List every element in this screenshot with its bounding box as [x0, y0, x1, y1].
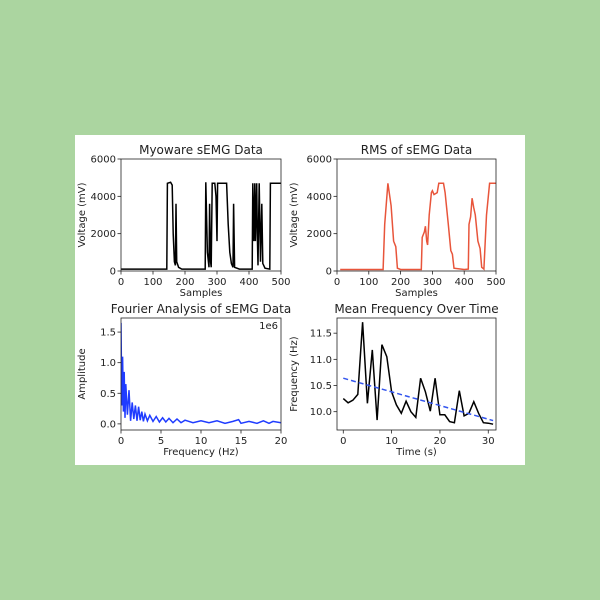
y-axis-label: Voltage (mV) — [289, 182, 300, 247]
x-tick-label: 0 — [334, 277, 340, 288]
chart-canvas: 0 100 200 300 400 5000200040006000SamplesVolt… — [77, 143, 506, 458]
subplot-3: 0 5 10 15 20 0.0 0.5 1.0 1.5 Frequency (Hz) Amplit… — [77, 302, 291, 458]
series-line — [121, 322, 281, 425]
y-tick-label: 0.0 — [100, 419, 116, 430]
y-axis-label: Voltage (mV) — [77, 182, 88, 247]
offset-label: 1e6 — [259, 321, 278, 332]
series-line — [121, 181, 281, 271]
y-tick-label: 2000 — [307, 229, 332, 240]
subplot-2: 0 100 200 300 400 500 0 2000 4000 6000 Samples Volt… — [289, 143, 506, 299]
chart-title: Fourier Analysis of sEMG Data — [111, 302, 291, 316]
x-tick-label: 300 — [423, 277, 442, 288]
y-tick-label: 10.5 — [310, 381, 332, 392]
x-tick-label: 400 — [455, 277, 474, 288]
x-axis-label: Samples — [180, 288, 223, 299]
x-tick-label: 0 — [118, 436, 124, 447]
y-axis-label: Frequency (Hz) — [289, 336, 300, 412]
x-tick-label: 0 — [118, 277, 124, 288]
y-tick-label: 4000 — [91, 192, 116, 203]
x-tick-label: 30 — [482, 436, 495, 447]
y-tick-label: 0 — [110, 267, 116, 278]
axes-frame — [120, 158, 282, 272]
chart-title: RMS of sEMG Data — [361, 143, 472, 157]
x-tick-label: 15 — [235, 436, 248, 447]
x-tick-label: 100 — [143, 277, 162, 288]
series-line — [342, 322, 494, 425]
x-tick-label: 20 — [275, 436, 288, 447]
y-tick-label: 0 — [326, 267, 332, 278]
y-tick-label: 2000 — [91, 229, 116, 240]
y-tick-label: 4000 — [307, 192, 332, 203]
trend-line — [343, 377, 494, 422]
y-tick-label: 6000 — [307, 155, 332, 166]
x-tick-label: 5 — [158, 436, 164, 447]
x-tick-label: 500 — [271, 277, 290, 288]
y-tick-label: 6000 — [91, 155, 116, 166]
axes-frame — [336, 317, 497, 431]
x-tick-label: 10 — [385, 436, 398, 447]
x-tick-label: 500 — [486, 277, 505, 288]
subplot-4: 0 10 20 30 10.0 10.5 11.0 11.5 Time (s) Frequency… — [289, 302, 499, 458]
y-tick-label: 10.0 — [310, 407, 332, 418]
x-tick-label: 200 — [391, 277, 410, 288]
x-tick-label: 20 — [434, 436, 447, 447]
x-tick-label: 0 — [340, 436, 346, 447]
x-tick-label: 300 — [207, 277, 226, 288]
x-tick-label: 400 — [239, 277, 258, 288]
figure: 0 100 200 300 400 500 0 2000 4000 6000 Samples Volt… — [75, 135, 525, 465]
x-tick-label: 100 — [359, 277, 378, 288]
chart-title: Myoware sEMG Data — [139, 143, 263, 157]
x-tick-label: 10 — [195, 436, 208, 447]
axes-frame — [336, 158, 497, 272]
y-tick-label: 0.5 — [100, 389, 116, 400]
x-axis-label: Samples — [395, 288, 438, 299]
series-line — [340, 182, 496, 271]
x-tick-label: 200 — [175, 277, 194, 288]
x-axis-label: Frequency (Hz) — [163, 447, 239, 458]
subplot-1: 0 100 200 300 400 500 0 2000 4000 6000 Samples Volt… — [77, 143, 291, 299]
chart-title: Mean Frequency Over Time — [334, 302, 498, 316]
y-axis-label: Amplitude — [77, 348, 88, 399]
y-tick-label: 11.0 — [310, 355, 332, 366]
y-tick-label: 11.5 — [310, 329, 332, 340]
x-axis-label: Time (s) — [395, 447, 437, 458]
y-tick-label: 1.0 — [100, 358, 116, 369]
y-tick-label: 1.5 — [100, 328, 116, 339]
